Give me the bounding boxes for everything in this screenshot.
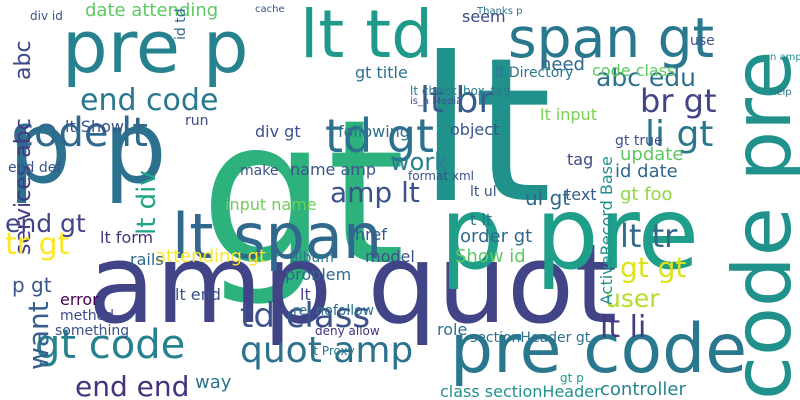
word: run	[185, 113, 209, 129]
word: lt input	[540, 105, 597, 124]
word: gt code	[35, 322, 185, 368]
word: format xml	[408, 169, 474, 183]
word: lt li	[600, 310, 646, 345]
word: lt end	[175, 285, 221, 304]
word: following	[338, 122, 410, 141]
word: use	[690, 33, 715, 49]
word: td class	[240, 296, 370, 336]
word: help	[770, 87, 792, 98]
word: ActiveRecord Base	[597, 156, 616, 305]
word: code lt	[12, 110, 148, 156]
word: attending gt	[155, 246, 266, 267]
word: lt div	[132, 170, 162, 235]
word: Thanks p	[476, 6, 522, 17]
word: gt	[200, 77, 405, 310]
word: p gt	[12, 273, 52, 297]
word: gt gt	[620, 251, 686, 284]
word: abc edu	[596, 63, 696, 92]
word: text	[565, 185, 597, 204]
word: lt br	[420, 80, 493, 121]
word: lt Directory	[495, 65, 573, 81]
word: div id	[30, 9, 63, 23]
word: role	[437, 320, 467, 339]
word: need	[540, 54, 585, 75]
word: deny allow	[315, 324, 380, 338]
word: want	[22, 301, 55, 370]
word: problem	[285, 265, 351, 284]
word: model	[365, 247, 415, 266]
word: n amp	[770, 52, 800, 63]
word: end end	[75, 370, 189, 400]
word: id td	[173, 8, 189, 40]
word: seem	[462, 7, 506, 26]
word: code class	[592, 61, 675, 80]
word: rel nofollow	[293, 303, 374, 319]
word: method	[60, 308, 114, 324]
word: Show id	[455, 246, 526, 267]
word: lt td	[300, 0, 433, 73]
word: date attending	[85, 0, 218, 21]
word: sectionHeader gt	[470, 330, 591, 346]
word: name amp	[290, 160, 376, 179]
word: href	[355, 225, 387, 244]
word: lt check_box_tag	[410, 84, 510, 98]
word: way	[195, 372, 232, 393]
word: br gt	[640, 82, 717, 120]
word: tr gt	[5, 227, 70, 262]
word: cache	[255, 4, 285, 15]
word: ul gt	[525, 186, 570, 210]
word: gt title	[355, 63, 408, 82]
word: user	[605, 284, 660, 313]
word: class sectionHeader	[440, 382, 601, 400]
word: end code	[80, 83, 218, 118]
word: make	[240, 163, 278, 179]
word: id date	[615, 161, 678, 182]
word: tag	[567, 150, 593, 169]
word: p pre	[440, 175, 699, 292]
word: services abc	[11, 118, 36, 255]
word: abc	[11, 40, 36, 80]
word: update	[620, 144, 683, 165]
word: end gt	[5, 209, 86, 238]
word: code pre	[716, 51, 800, 400]
word: gt true	[615, 133, 663, 149]
word: error	[60, 290, 99, 309]
word: something	[55, 323, 129, 339]
word: is_a Media	[410, 96, 462, 107]
word: object	[450, 120, 499, 139]
word: td gt	[325, 109, 434, 163]
word: div gt	[255, 122, 301, 141]
word: amp lt	[330, 176, 420, 209]
word: end def	[8, 160, 62, 176]
word: lt form	[100, 228, 153, 247]
word: gt foo	[620, 184, 673, 205]
word: lt ul	[470, 184, 497, 200]
word: album	[290, 250, 334, 266]
word: lt Show	[65, 117, 124, 136]
word: amp quot	[88, 220, 617, 348]
word: controller	[600, 379, 686, 400]
word: rails	[130, 250, 164, 269]
word: gt p	[560, 371, 584, 385]
word: lt Proxy	[310, 344, 355, 358]
word: work	[390, 148, 448, 176]
word: span gt	[508, 6, 714, 70]
word: lt tr	[620, 217, 678, 255]
word: order gt	[460, 226, 532, 247]
word: pre code	[450, 310, 747, 389]
word: lt span	[172, 200, 382, 273]
word: quot amp	[240, 330, 413, 371]
word: t lt	[470, 210, 492, 229]
word: lt p	[300, 285, 326, 304]
word: p p	[8, 89, 167, 206]
word: lt	[418, 15, 552, 248]
word: pre p	[62, 5, 249, 89]
word: li gt	[645, 114, 713, 155]
word: input name	[225, 195, 317, 214]
